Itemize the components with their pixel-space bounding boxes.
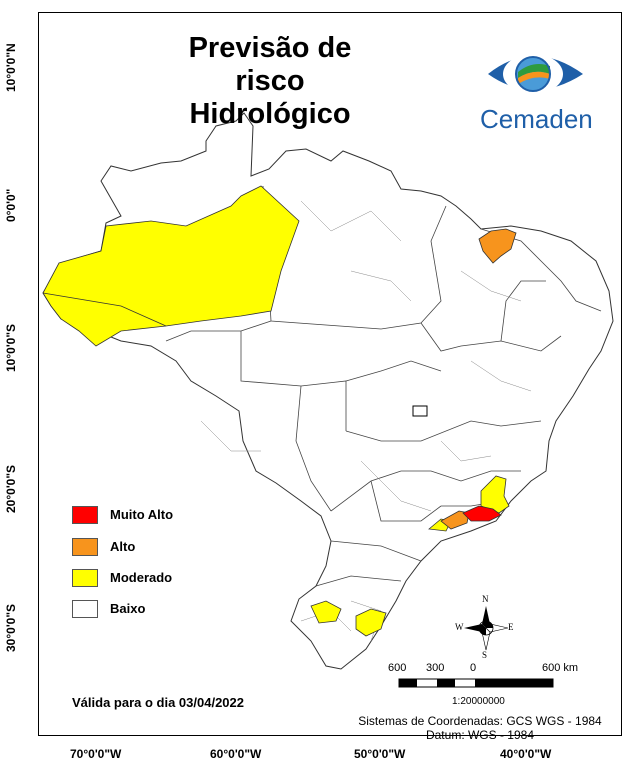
compass-e: E — [508, 622, 514, 632]
coordinate-system: Sistemas de Coordenadas: GCS WGS - 1984 … — [350, 714, 610, 742]
lon-label-70w: 70°0'0"W — [70, 747, 122, 761]
region-moderado-rs-west — [310, 600, 342, 624]
legend-item-alto: Alto — [72, 538, 272, 560]
legend-label-moderado: Moderado — [110, 570, 173, 585]
title-line1: Previsão de risco — [188, 32, 352, 97]
lat-label-10s: 10°0'0"S — [4, 323, 18, 372]
coord-system-line: Sistemas de Coordenadas: GCS WGS - 1984 — [358, 714, 602, 728]
legend-label-muito-alto: Muito Alto — [110, 507, 174, 522]
datum-line: Datum: WGS - 1984 — [425, 728, 535, 742]
lon-label-60w: 60°0'0"W — [210, 747, 262, 761]
compass-n: N — [482, 594, 489, 604]
lon-label-50w: 50°0'0"W — [354, 747, 406, 761]
legend-label-baixo: Baixo — [110, 601, 146, 616]
federal-district — [412, 405, 428, 417]
scale-ratio: 1:20000000 — [452, 696, 505, 707]
region-muito-alto-rj — [462, 505, 502, 522]
title-line2: Hidrológico — [189, 98, 351, 130]
legend-item-baixo: Baixo — [72, 600, 272, 622]
lat-label-20s: 20°0'0"S — [4, 464, 18, 513]
lat-label-30s: 30°0'0"S — [4, 603, 18, 652]
legend-swatch-alto — [72, 538, 98, 556]
legend-swatch-moderado — [72, 569, 98, 587]
scale-label-600km: 600 km — [542, 662, 579, 674]
logo-text: Cemaden — [480, 104, 593, 134]
compass-s: S — [482, 650, 488, 660]
valid-date: Válida para o dia 03/04/2022 — [72, 695, 244, 710]
map-title: Previsão de risco Hidrológico — [150, 32, 390, 131]
legend-item-muito-alto: Muito Alto — [72, 506, 272, 528]
compass-rose-icon — [464, 606, 509, 651]
legend-swatch-muito-alto — [72, 506, 98, 524]
cemaden-eye-logo-icon — [488, 54, 583, 94]
scale-label-0: 0 — [470, 662, 477, 674]
legend-item-moderado: Moderado — [72, 569, 272, 591]
lat-label-10n: 10°0'0"N — [4, 43, 18, 92]
region-alto-ceara — [478, 228, 517, 264]
region-moderado-rs-east — [355, 608, 387, 637]
map-frame — [38, 12, 622, 736]
region-moderado-amazonas — [42, 185, 300, 347]
scale-label-600: 600 — [388, 662, 407, 674]
lon-label-40w: 40°0'0"W — [500, 747, 552, 761]
scale-bar — [398, 678, 554, 688]
scale-label-300: 300 — [426, 662, 445, 674]
legend-label-alto: Alto — [110, 539, 136, 554]
brazil-map — [42, 112, 614, 688]
compass-w: W — [455, 622, 464, 632]
acre-border — [42, 292, 167, 327]
legend-swatch-baixo — [72, 600, 98, 618]
lat-label-0: 0°0'0" — [4, 188, 18, 222]
